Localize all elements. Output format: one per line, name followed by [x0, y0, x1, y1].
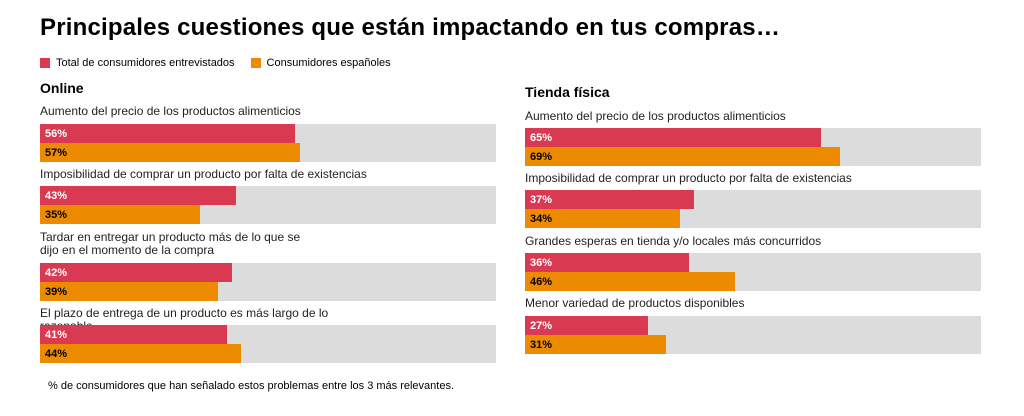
- data-label: 27%: [530, 319, 553, 332]
- bar-track: 43% 35%: [40, 186, 496, 224]
- legend-swatch-total: [40, 58, 50, 68]
- legend-swatch-spain: [250, 58, 261, 68]
- data-label: 65%: [530, 131, 553, 144]
- bar-track: 56% 57%: [40, 124, 496, 162]
- data-label: 37%: [530, 193, 553, 206]
- bar-spain: 34%: [525, 209, 681, 228]
- legend-item-spain: Consumidores españoles: [250, 57, 391, 69]
- data-label: 43%: [45, 189, 68, 202]
- chart-title: Principales cuestiones que están impacta…: [40, 14, 781, 41]
- bar-track: 41% 44%: [40, 325, 496, 363]
- data-label: 56%: [45, 127, 68, 140]
- category-label: Aumento del precio de los productos alim…: [40, 104, 301, 118]
- bar-spain: 57%: [40, 143, 300, 162]
- bar-spain: 69%: [525, 147, 840, 166]
- data-label: 41%: [45, 328, 68, 341]
- bar-spain: 35%: [40, 205, 200, 224]
- legend-item-total: Total de consumidores entrevistados: [40, 57, 235, 69]
- bar-track: 37% 34%: [525, 190, 981, 228]
- data-label: 39%: [45, 285, 68, 298]
- bar-track: 42% 39%: [40, 263, 496, 301]
- bar-spain: 46%: [525, 272, 735, 291]
- panel-title-tienda-fisica: Tienda física: [525, 84, 610, 100]
- bar-total: 27%: [525, 316, 649, 335]
- bar-spain: 39%: [40, 282, 218, 301]
- bar-track: 65% 69%: [525, 128, 981, 166]
- data-label: 69%: [530, 150, 553, 163]
- bar-total: 37%: [525, 190, 694, 209]
- bar-total: 41%: [40, 325, 227, 344]
- bar-total: 65%: [525, 128, 822, 147]
- panel-title-online: Online: [40, 80, 84, 96]
- bar-total: 42%: [40, 263, 232, 282]
- category-label: Aumento del precio de los productos alim…: [525, 109, 786, 123]
- data-label: 44%: [45, 347, 68, 360]
- panel-tienda-fisica: Tienda física Aumento del precio de los …: [525, 84, 981, 374]
- bar-spain: 31%: [525, 335, 667, 354]
- category-label: Grandes esperas en tienda y/o locales má…: [525, 234, 822, 248]
- footnote: % de consumidores que han señalado estos…: [48, 380, 455, 392]
- bar-track: 36% 46%: [525, 253, 981, 291]
- category-label: Imposibilidad de comprar un producto por…: [40, 167, 367, 181]
- legend: Total de consumidores entrevistados Cons…: [40, 57, 391, 69]
- bar-total: 36%: [525, 253, 690, 272]
- data-label: 31%: [530, 338, 553, 351]
- bar-track: 27% 31%: [525, 316, 981, 354]
- data-label: 36%: [530, 256, 553, 269]
- bar-spain: 44%: [40, 344, 241, 363]
- bar-total: 43%: [40, 186, 237, 205]
- data-label: 42%: [45, 266, 68, 279]
- legend-label-spain: Consumidores españoles: [266, 57, 391, 69]
- bar-total: 56%: [40, 124, 296, 143]
- data-label: 46%: [530, 275, 553, 288]
- data-label: 35%: [45, 208, 68, 221]
- data-label: 57%: [45, 146, 68, 159]
- panel-online: Online Aumento del precio de los product…: [40, 78, 496, 368]
- category-label: Tardar en entregar un producto más de lo…: [40, 230, 301, 257]
- data-label: 34%: [530, 212, 553, 225]
- legend-label-total: Total de consumidores entrevistados: [56, 57, 235, 69]
- category-label: Menor variedad de productos disponibles: [525, 296, 745, 310]
- category-label: Imposibilidad de comprar un producto por…: [525, 171, 852, 185]
